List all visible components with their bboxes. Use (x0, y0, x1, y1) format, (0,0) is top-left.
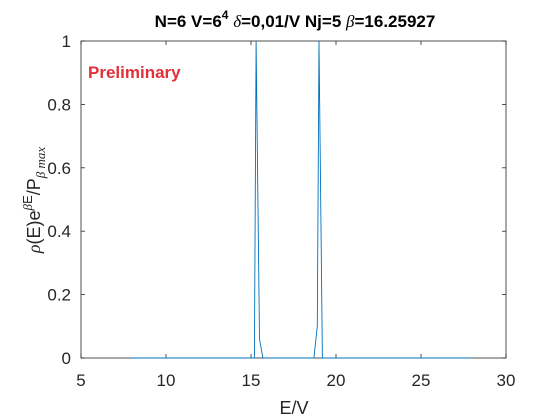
preliminary-annotation: Preliminary (88, 63, 181, 82)
y-tick-label: 0 (62, 349, 71, 368)
x-axis-label: E/V (279, 398, 308, 418)
x-tick-label: 5 (76, 371, 85, 390)
y-tick-label: 0.4 (47, 222, 71, 241)
y-tick-label: 0.6 (47, 159, 71, 178)
y-tick-label: 1 (62, 32, 71, 51)
x-tick-label: 20 (327, 371, 346, 390)
plot-area (80, 40, 507, 359)
x-tick-label: 15 (242, 371, 261, 390)
axis-ticks (80, 40, 507, 359)
x-tick-label: 30 (497, 371, 516, 390)
chart-title: N=6 V=64 δ=0,01/V Nj=5 β=16.25927 (155, 8, 436, 31)
y-tick-label: 0.2 (47, 286, 71, 305)
x-tick-label: 25 (412, 371, 431, 390)
y-axis-label: ρ(E)eβE/Pβ max (20, 147, 48, 254)
tick-labels: 5 10 15 20 25 30 0 0.2 0.4 0.6 0.8 1 (47, 32, 515, 390)
y-tick-label: 0.8 (47, 95, 71, 114)
series-line (132, 40, 472, 359)
x-tick-label: 10 (157, 371, 176, 390)
